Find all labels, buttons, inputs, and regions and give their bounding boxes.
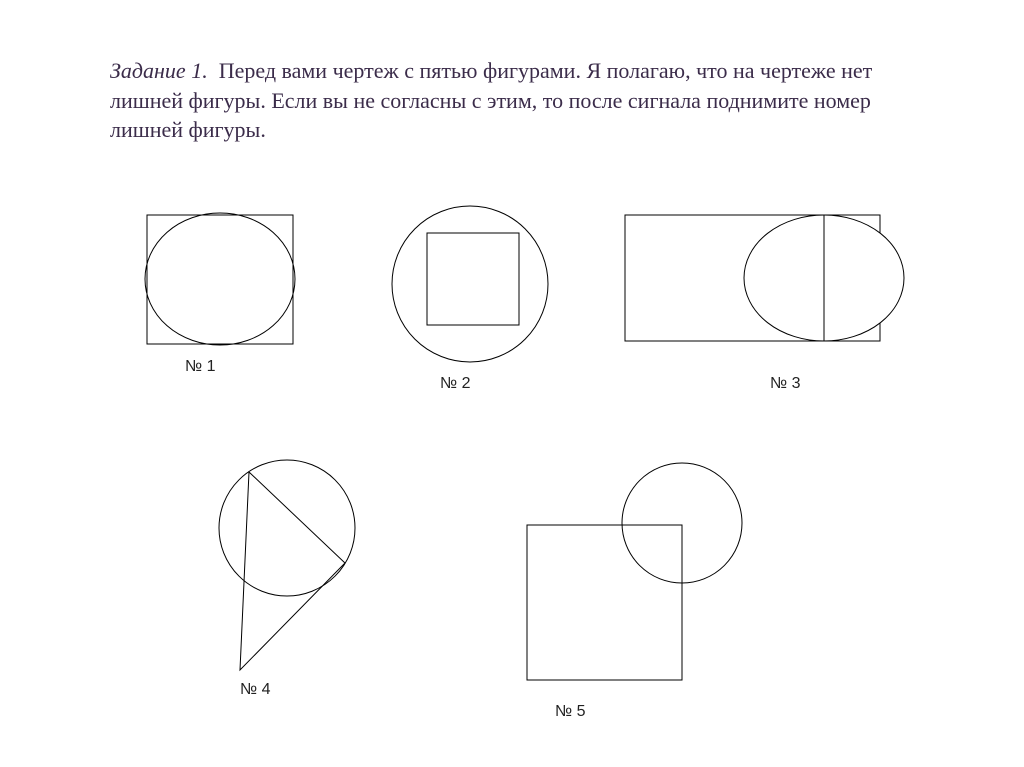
label-4: № 4 [240,681,271,699]
label-3: № 3 [770,375,801,393]
figure-5 [505,458,765,693]
figure-3 [615,203,915,353]
fig2-circle [392,206,548,362]
figure-3-svg [615,203,915,353]
figure-5-svg [505,458,765,693]
task-number: Задание 1. [110,58,208,83]
figure-2-svg [385,203,555,365]
figures-area: № 1 № 2 № 3 № 4 [110,173,930,733]
slide-page: Задание 1. Перед вами чертеж с пятью фиг… [0,0,1024,767]
figure-1 [135,203,305,353]
label-5: № 5 [555,703,586,721]
label-1: № 1 [185,358,216,376]
figure-2 [385,203,555,365]
label-2: № 2 [440,375,471,393]
figure-4 [195,458,375,683]
task-heading: Задание 1. Перед вами чертеж с пятью фиг… [110,56,924,145]
figure-1-svg [135,203,305,353]
figure-4-svg [195,458,375,683]
fig1-square [147,215,293,344]
fig4-circle [219,460,355,596]
task-body: Перед вами чертеж с пятью фигурами. Я по… [110,58,872,142]
